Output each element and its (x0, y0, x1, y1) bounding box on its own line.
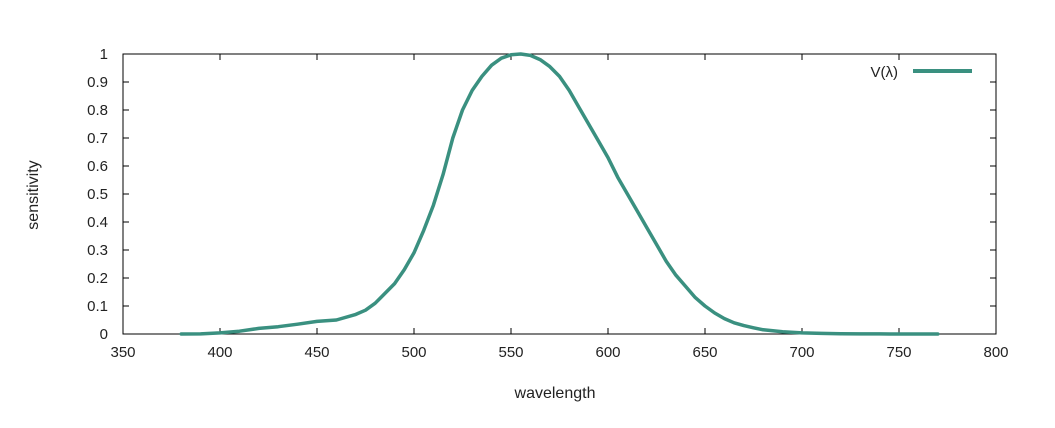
x-tick-label: 600 (595, 344, 620, 361)
y-tick-label: 0.3 (87, 242, 108, 259)
y-tick-label: 0.8 (87, 102, 108, 119)
y-tick-label: 0.7 (87, 130, 108, 147)
x-tick-label: 550 (498, 344, 523, 361)
x-tick-label: 700 (789, 344, 814, 361)
x-tick-label: 650 (692, 344, 717, 361)
y-tick-label: 1 (100, 46, 108, 63)
plot-frame (122, 53, 997, 335)
x-tick-label: 450 (304, 344, 329, 361)
x-tick-label: 350 (110, 344, 135, 361)
y-tick-label: 0.9 (87, 74, 108, 91)
y-tick-label: 0.6 (87, 158, 108, 175)
series-line-v-lambda (179, 52, 940, 336)
series-layer (179, 52, 940, 336)
axis-frame-layer (122, 53, 997, 335)
y-tick-label: 0 (100, 326, 108, 343)
legend-label: V(λ) (871, 64, 899, 81)
x-tick-label: 500 (401, 344, 426, 361)
legend-layer: V(λ) (871, 64, 972, 81)
y-tick-label: 0.4 (87, 214, 108, 231)
y-tick-label: 0.2 (87, 270, 108, 287)
y-tick-label: 0.1 (87, 298, 108, 315)
x-tick-label: 400 (207, 344, 232, 361)
x-tick-label: 750 (886, 344, 911, 361)
y-tick-label: 0.5 (87, 186, 108, 203)
y-axis-label: sensitivity (25, 160, 42, 229)
x-tick-label: 800 (983, 344, 1008, 361)
x-axis-label: wavelength (514, 385, 596, 402)
ticks-layer: 350 400 450 500 550 600 650 700 750 800 0 0.1 0.2 0.3… (87, 46, 1008, 361)
